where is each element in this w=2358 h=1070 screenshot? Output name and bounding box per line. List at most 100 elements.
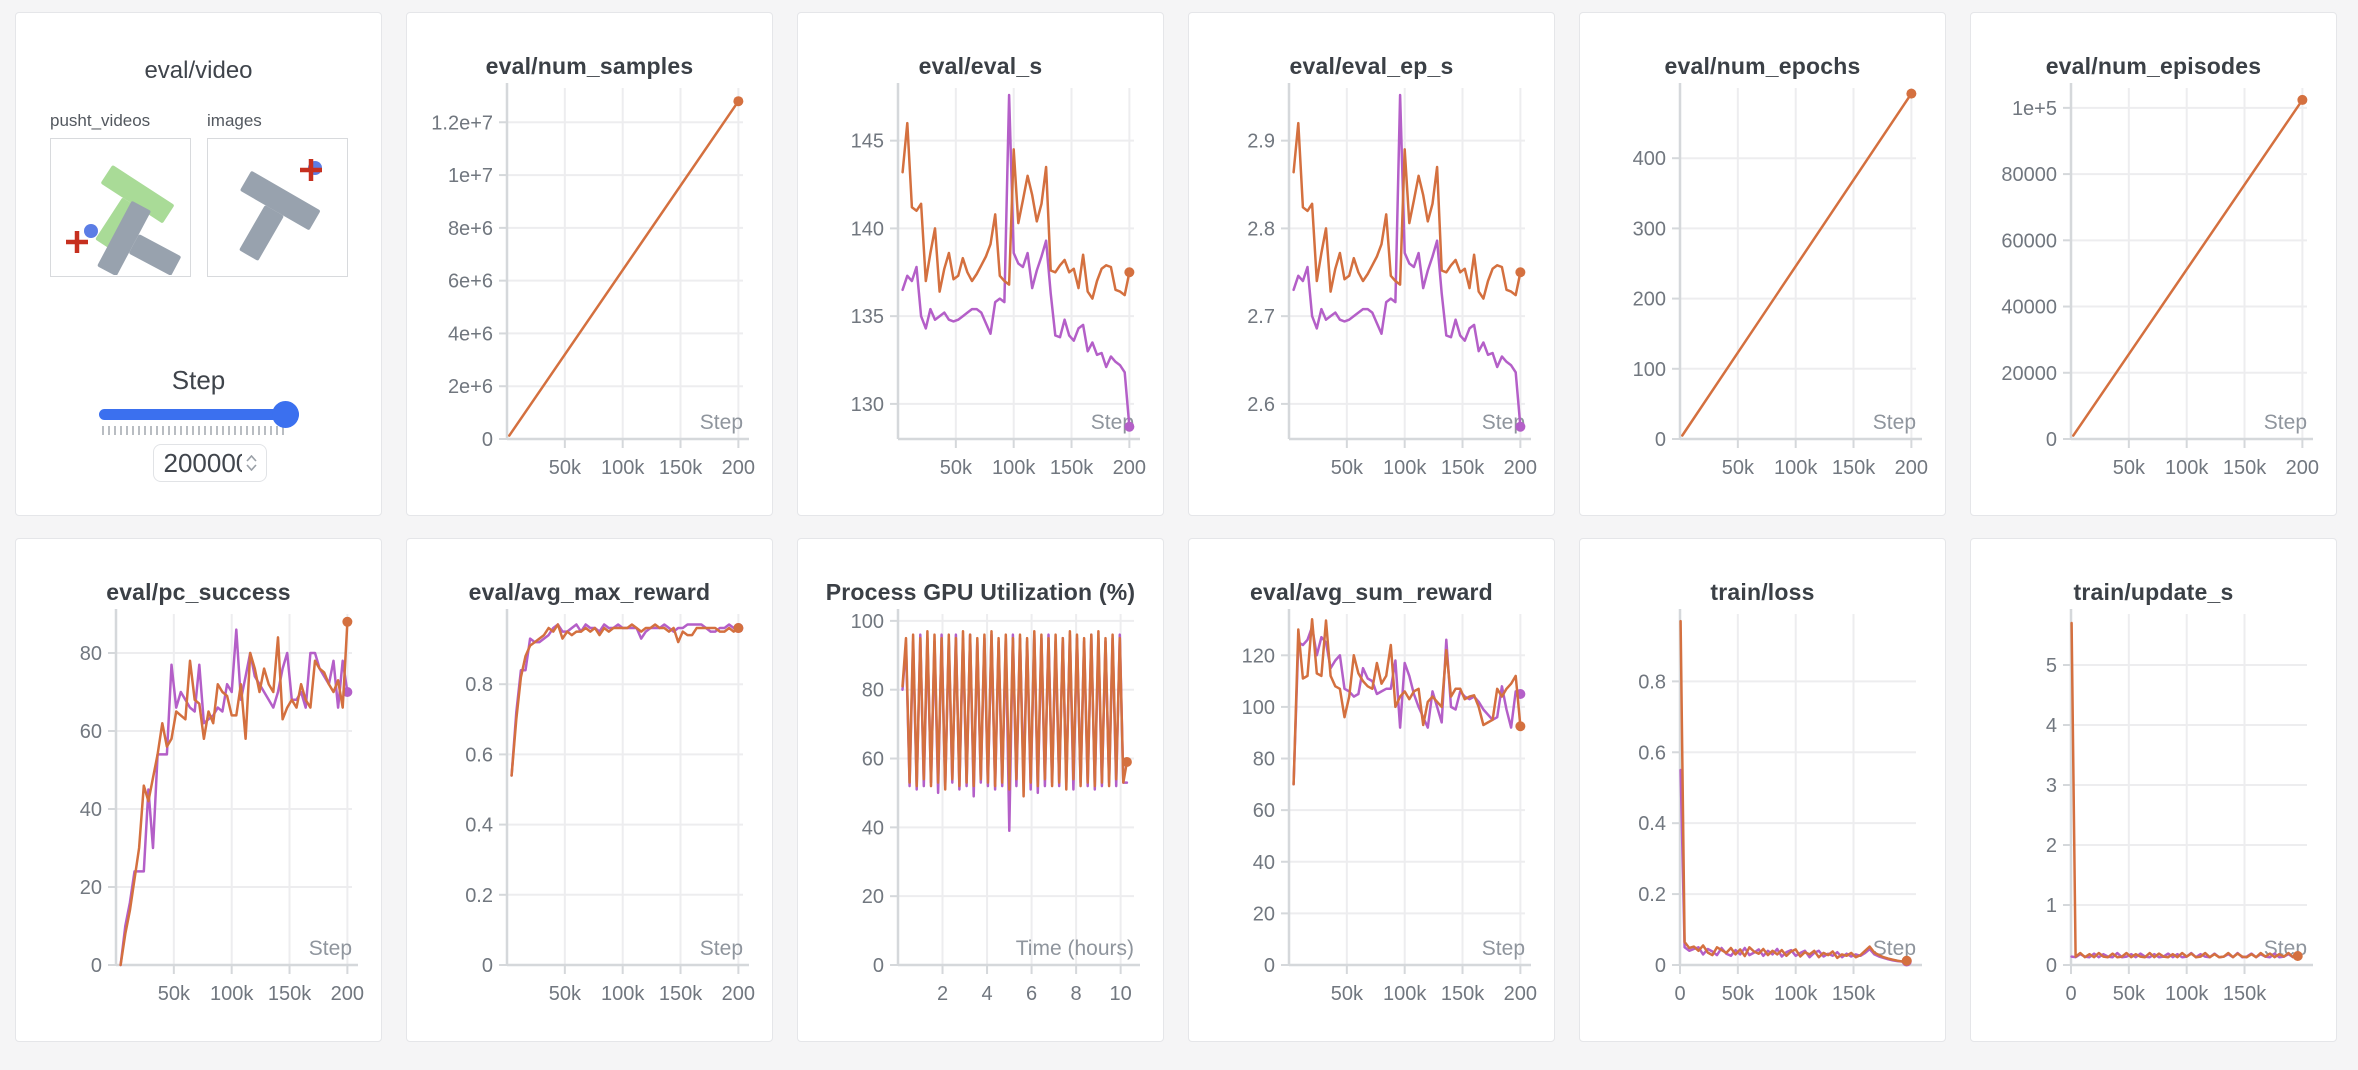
svg-text:150k: 150k (2223, 983, 2267, 1005)
svg-text:150k: 150k (1050, 457, 1094, 479)
svg-text:300: 300 (1633, 218, 1666, 240)
panel-title: eval/pc_success (106, 579, 291, 605)
svg-text:200: 200 (722, 983, 755, 1005)
eval-eval-s-chart[interactable]: 50k 100k 150k 200 130 135 140 145 Step (798, 82, 1163, 494)
svg-text:10: 10 (1110, 983, 1132, 1005)
panel-title: eval/num_samples (485, 53, 694, 79)
svg-text:60: 60 (80, 721, 102, 743)
pusht-block-t-shape (97, 201, 181, 276)
svg-text:Step: Step (700, 411, 743, 434)
svg-text:0: 0 (2046, 955, 2057, 977)
svg-text:80: 80 (1253, 749, 1275, 771)
svg-text:50k: 50k (549, 457, 582, 479)
panel-title: Process GPU Utilization (%) (825, 579, 1136, 605)
svg-text:Step: Step (1091, 411, 1134, 434)
target-cross-icon (300, 159, 322, 181)
panel-train-loss: train/loss 0 50k 100k 150k 0 0.2 0.4 0.6 0.8 Step (1579, 538, 1946, 1042)
slider-tick-marks (102, 426, 288, 435)
svg-text:2e+6: 2e+6 (448, 376, 493, 398)
svg-text:40: 40 (80, 799, 102, 821)
eval-avg-sum-reward-chart[interactable]: 50k 100k 150k 200 0 20 40 60 80 100 120 Step (1189, 608, 1554, 1020)
stepper (245, 455, 257, 471)
panel-title: eval/avg_max_reward (468, 579, 711, 605)
panel-title: eval/avg_sum_reward (1250, 579, 1493, 605)
step-slider-thumb[interactable] (272, 401, 299, 428)
svg-text:100k: 100k (601, 457, 645, 479)
svg-text:Step: Step (1873, 411, 1916, 434)
svg-text:200: 200 (722, 457, 755, 479)
svg-text:0.8: 0.8 (1638, 671, 1666, 693)
svg-text:50k: 50k (1722, 457, 1755, 479)
svg-text:100: 100 (851, 611, 884, 633)
panel-title: eval/video (144, 57, 253, 84)
svg-text:150k: 150k (2223, 457, 2267, 479)
svg-text:120: 120 (1242, 645, 1275, 667)
svg-text:150k: 150k (659, 457, 703, 479)
svg-text:200: 200 (1504, 457, 1537, 479)
svg-text:20000: 20000 (2001, 363, 2057, 385)
svg-text:100k: 100k (1774, 457, 1818, 479)
svg-text:0.2: 0.2 (1638, 884, 1666, 906)
panel-eval-num-epochs: eval/num_epochs 50k 100k 150k 200 0 100 200 300… (1579, 12, 1946, 516)
svg-text:200: 200 (2286, 457, 2319, 479)
svg-text:Step: Step (1873, 937, 1916, 960)
svg-text:100k: 100k (2165, 983, 2209, 1005)
panel-title: eval/num_episodes (2045, 53, 2262, 79)
svg-text:0: 0 (1655, 955, 1666, 977)
panel-eval-num-episodes: eval/num_episodes 50k 100k 150k 200 0 20000 40… (1970, 12, 2337, 516)
svg-text:0: 0 (482, 429, 493, 451)
svg-text:Step: Step (1482, 411, 1525, 434)
svg-text:100k: 100k (1774, 983, 1818, 1005)
svg-text:50k: 50k (158, 983, 191, 1005)
svg-text:2: 2 (937, 983, 948, 1005)
svg-text:6: 6 (1026, 983, 1037, 1005)
svg-text:100k: 100k (1383, 457, 1427, 479)
svg-text:150k: 150k (1832, 457, 1876, 479)
svg-text:200: 200 (1895, 457, 1928, 479)
svg-text:0: 0 (2046, 429, 2057, 451)
pusht-videos-thumbnail[interactable] (50, 138, 191, 277)
panel-eval-pc-success: eval/pc_success 50k 100k 150k 200 0 20 40 60 80 S… (15, 538, 382, 1042)
images-thumbnail[interactable] (207, 138, 348, 277)
svg-text:0: 0 (91, 955, 102, 977)
media-label-pusht-videos: pusht_videos (50, 111, 151, 130)
svg-text:150k: 150k (1441, 457, 1485, 479)
svg-text:8e+6: 8e+6 (448, 218, 493, 240)
svg-text:80: 80 (80, 643, 102, 665)
train-loss-chart[interactable]: 0 50k 100k 150k 0 0.2 0.4 0.6 0.8 Step (1580, 608, 1945, 1020)
step-input-box (153, 444, 267, 482)
svg-text:50k: 50k (549, 983, 582, 1005)
eval-num-samples-chart[interactable]: 50k 100k 150k 200 0 2e+6 4e+6 6e+6 8e+6 1e+7 1.2e+… (407, 82, 772, 494)
svg-text:140: 140 (851, 218, 884, 240)
svg-text:0: 0 (1655, 429, 1666, 451)
stepper-down-icon[interactable] (245, 464, 257, 471)
step-slider[interactable] (99, 409, 299, 420)
svg-text:4e+6: 4e+6 (448, 323, 493, 345)
svg-text:0.8: 0.8 (465, 674, 493, 696)
svg-text:0.2: 0.2 (465, 885, 493, 907)
svg-text:400: 400 (1633, 148, 1666, 170)
eval-eval-ep-s-chart[interactable]: 50k 100k 150k 200 2.6 2.7 2.8 2.9 Step (1189, 82, 1554, 494)
eval-pc-success-chart[interactable]: 50k 100k 150k 200 0 20 40 60 80 Step (16, 608, 381, 1020)
svg-text:40: 40 (1253, 852, 1275, 874)
panel-eval-video: eval/video pusht_videos images (15, 12, 382, 516)
panel-eval-eval-ep-s: eval/eval_ep_s 50k 100k 150k 200 2.6 2.7 2.8 2.… (1188, 12, 1555, 516)
svg-text:100k: 100k (210, 983, 254, 1005)
svg-text:6e+6: 6e+6 (448, 271, 493, 293)
panel-eval-avg-max-reward: eval/avg_max_reward 50k 100k 150k 200 0 0.2 0.… (406, 538, 773, 1042)
eval-num-episodes-chart[interactable]: 50k 100k 150k 200 0 20000 40000 60000 80000 1e+5 S… (1971, 82, 2336, 494)
svg-text:100: 100 (1242, 697, 1275, 719)
svg-text:0: 0 (482, 955, 493, 977)
svg-text:100k: 100k (2165, 457, 2209, 479)
eval-avg-max-reward-chart[interactable]: 50k 100k 150k 200 0 0.2 0.4 0.6 0.8 Step (407, 608, 772, 1020)
svg-text:2: 2 (2046, 835, 2057, 857)
svg-text:4: 4 (2046, 715, 2057, 737)
svg-text:150k: 150k (1441, 983, 1485, 1005)
stepper-up-icon[interactable] (245, 455, 257, 462)
svg-text:150k: 150k (659, 983, 703, 1005)
eval-num-epochs-chart[interactable]: 50k 100k 150k 200 0 100 200 300 400 Step (1580, 82, 1945, 494)
step-input[interactable] (163, 447, 242, 479)
svg-text:0.6: 0.6 (1638, 742, 1666, 764)
